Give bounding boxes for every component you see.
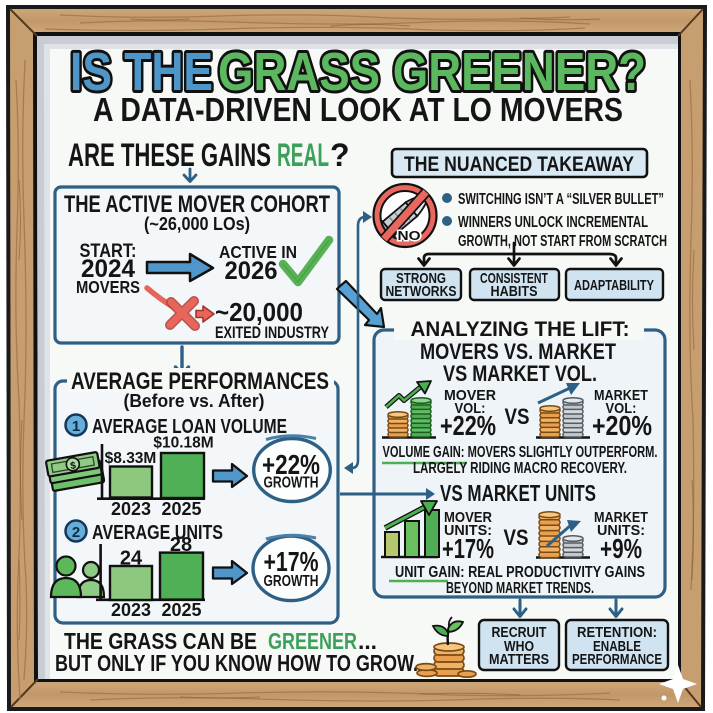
svg-text:$: $ [69, 460, 77, 472]
svg-text:UNITS:: UNITS: [597, 522, 645, 539]
svg-text:2024: 2024 [81, 255, 135, 283]
svg-text:GROWTH, NOT START FROM SCRATCH: GROWTH, NOT START FROM SCRATCH [458, 233, 667, 250]
svg-text:2025: 2025 [161, 499, 201, 519]
svg-text:(~26,000 LOs): (~26,000 LOs) [144, 213, 250, 234]
svg-text:+22%: +22% [440, 410, 496, 441]
svg-text:ENABLE: ENABLE [593, 639, 641, 655]
svg-text:+9%: +9% [600, 533, 642, 564]
svg-text:THE ACTIVE MOVER COHORT: THE ACTIVE MOVER COHORT [64, 191, 330, 218]
svg-text:REAL: REAL [277, 137, 329, 173]
svg-text:GRASS GREENER?: GRASS GREENER? [218, 42, 646, 102]
svg-text:+22%: +22% [262, 449, 320, 480]
svg-text:2026: 2026 [225, 257, 278, 285]
svg-text:MOVER: MOVER [444, 387, 496, 404]
svg-text:THE NUANCED TAKEAWAY: THE NUANCED TAKEAWAY [404, 152, 634, 176]
svg-text:WHO: WHO [504, 639, 534, 655]
svg-text:VS: VS [504, 525, 529, 550]
svg-text:2023: 2023 [111, 600, 151, 620]
svg-text:HABITS: HABITS [491, 283, 538, 300]
svg-text:ANALYZING THE LIFT:: ANALYZING THE LIFT: [411, 318, 630, 341]
svg-text:GROWTH: GROWTH [264, 475, 319, 492]
svg-text:THE GRASS CAN BE: THE GRASS CAN BE [64, 628, 257, 654]
svg-text:$8.33M: $8.33M [105, 450, 157, 467]
svg-text:VS: VS [505, 404, 530, 429]
svg-text:RETENTION:: RETENTION: [577, 625, 657, 641]
svg-text:VS MARKET UNITS: VS MARKET UNITS [440, 480, 596, 506]
svg-text:START:: START: [80, 241, 137, 262]
svg-text:GREENER: GREENER [268, 628, 357, 654]
svg-text:STRONG: STRONG [396, 270, 446, 287]
svg-text:AVERAGE LOAN VOLUME: AVERAGE LOAN VOLUME [92, 416, 287, 438]
svg-text:UNIT GAIN: REAL PRODUCTIVITY G: UNIT GAIN: REAL PRODUCTIVITY GAINS [395, 564, 645, 581]
svg-text:UNITS:: UNITS: [444, 522, 492, 539]
svg-text:NETWORKS: NETWORKS [386, 283, 457, 300]
svg-text:RECRUIT: RECRUIT [492, 625, 547, 641]
svg-text:~20,000: ~20,000 [215, 297, 303, 327]
svg-text:?: ? [330, 137, 350, 173]
svg-text:VOL:: VOL: [455, 400, 486, 417]
svg-text:1: 1 [72, 418, 80, 435]
svg-text:MOVERS VS. MARKET: MOVERS VS. MARKET [420, 339, 616, 364]
svg-text:...: ... [358, 628, 377, 654]
svg-text:MOVER: MOVER [444, 509, 492, 526]
svg-text:AVERAGE UNITS: AVERAGE UNITS [92, 522, 223, 544]
svg-text:+17%: +17% [442, 533, 494, 564]
svg-text:ARE THESE GAINS: ARE THESE GAINS [68, 137, 271, 173]
svg-text:ACTIVE IN: ACTIVE IN [219, 242, 297, 262]
svg-text:BEYOND MARKET TRENDS.: BEYOND MARKET TRENDS. [446, 580, 594, 597]
svg-text:AVERAGE PERFORMANCES: AVERAGE PERFORMANCES [71, 368, 329, 395]
svg-text:LARGELY RIDING MACRO RECOVERY.: LARGELY RIDING MACRO RECOVERY. [413, 460, 627, 477]
svg-text:(Before vs. After): (Before vs. After) [124, 390, 265, 411]
svg-text:+17%: +17% [264, 546, 319, 577]
svg-text:24: 24 [120, 548, 143, 570]
svg-text:SWITCHING ISN’T A “SILVER BULL: SWITCHING ISN’T A “SILVER BULLET” [458, 191, 664, 208]
svg-text:2023: 2023 [111, 499, 151, 519]
svg-text:A DATA-DRIVEN LOOK AT LO MOVER: A DATA-DRIVEN LOOK AT LO MOVERS [93, 91, 623, 128]
svg-text:BUT ONLY IF YOU KNOW HOW TO GR: BUT ONLY IF YOU KNOW HOW TO GROW. [55, 650, 418, 676]
svg-text:GROWTH: GROWTH [264, 573, 319, 590]
svg-text:ADAPTABILITY: ADAPTABILITY [574, 277, 654, 294]
svg-text:$10.18M: $10.18M [153, 435, 213, 452]
svg-text:EXITED INDUSTRY: EXITED INDUSTRY [215, 324, 329, 342]
svg-text:MOVERS: MOVERS [76, 277, 140, 297]
svg-text:+20%: +20% [592, 410, 652, 441]
svg-text:2: 2 [72, 524, 80, 541]
svg-text:VOL:: VOL: [606, 400, 637, 417]
svg-text:VOLUME GAIN: MOVERS SLIGHTLY O: VOLUME GAIN: MOVERS SLIGHTLY OUTPERFORM. [383, 444, 658, 461]
svg-text:MARKET: MARKET [594, 509, 648, 526]
svg-text:MARKET: MARKET [594, 387, 648, 404]
svg-text:PERFORMANCE: PERFORMANCE [572, 652, 662, 668]
svg-text:VS MARKET VOL.: VS MARKET VOL. [443, 361, 597, 386]
svg-text:2025: 2025 [161, 600, 201, 620]
svg-text:WINNERS UNLOCK INCREMENTAL: WINNERS UNLOCK INCREMENTAL [458, 214, 648, 231]
svg-text:CONSISTENT: CONSISTENT [480, 270, 548, 287]
svg-text:IS THE: IS THE [70, 42, 213, 102]
svg-text:28: 28 [170, 534, 192, 556]
svg-text:MATTERS: MATTERS [489, 652, 549, 668]
svg-text:NO: NO [398, 228, 421, 243]
